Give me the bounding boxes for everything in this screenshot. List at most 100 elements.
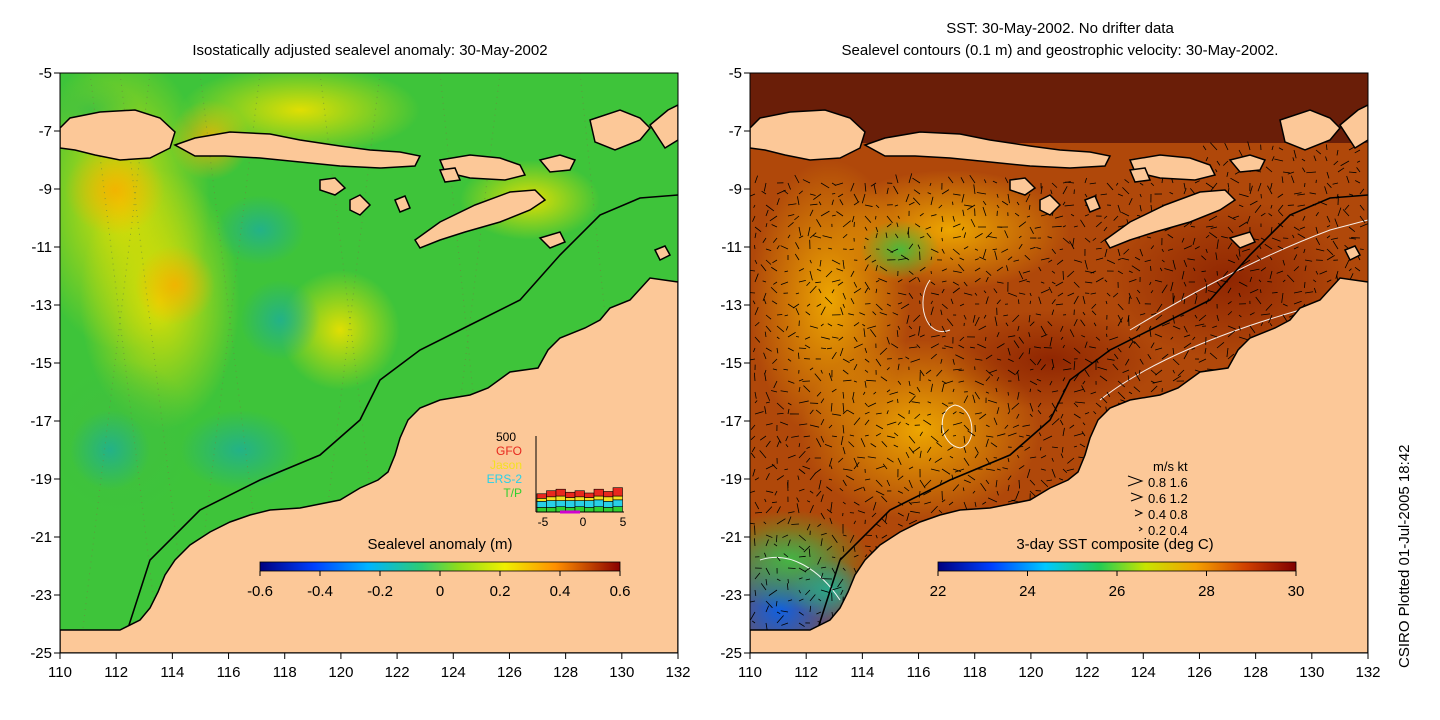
inset-ymax-label: 500 <box>496 430 516 444</box>
legend-gfo: GFO <box>496 444 522 458</box>
left-ytick--13: -13 <box>30 297 52 314</box>
altimeter-coverage-inset: 500 GFO Jason ERS-2 T/P -5 0 5 <box>487 430 627 529</box>
inset-bar-1-gfo <box>546 490 557 498</box>
legend-ers2: ERS-2 <box>487 472 523 486</box>
velocity-legend-row-0.2: 0.2 0.4 <box>1148 523 1188 538</box>
anomaly-colorbar-label: Sealevel anomaly (m) <box>367 536 512 553</box>
right-ytick--25: -25 <box>720 645 742 662</box>
left-xtick-118: 118 <box>273 664 297 681</box>
anomaly-colorbar-tick-0.6: 0.6 <box>610 583 631 600</box>
velocity-legend-header: m/s kt <box>1153 459 1188 474</box>
anomaly-colorbar-tick--0.4: -0.4 <box>307 583 333 600</box>
left-ytick--17: -17 <box>30 413 52 430</box>
left-ytick--25: -25 <box>30 645 52 662</box>
velocity-legend-row-0.8: 0.8 1.6 <box>1148 475 1188 490</box>
left-ytick--7: -7 <box>39 123 52 140</box>
right-ytick--23: -23 <box>720 587 742 604</box>
left-xtick-124: 124 <box>441 664 466 681</box>
left-xtick-128: 128 <box>553 664 578 681</box>
right-ytick--5: -5 <box>729 65 742 82</box>
legend-jason: Jason <box>490 458 522 472</box>
velocity-legend-row-0.6: 0.6 1.2 <box>1148 491 1188 506</box>
inset-bar-4-jason <box>574 496 585 501</box>
inset-bar-5-gfo <box>584 492 595 498</box>
right-xtick-118: 118 <box>963 664 987 681</box>
left-ytick--5: -5 <box>39 65 52 82</box>
inset-bar-3-gfo <box>565 491 576 498</box>
inset-bar-6-tp <box>593 506 604 513</box>
right-ytick--21: -21 <box>720 529 742 546</box>
right-xtick-128: 128 <box>1243 664 1268 681</box>
right-map <box>750 73 1368 653</box>
right-xtick-122: 122 <box>1075 664 1100 681</box>
right-ytick--11: -11 <box>721 239 742 256</box>
inset-bar-8-tp <box>612 506 623 513</box>
arrow-0.4 <box>1134 509 1144 517</box>
arrow-0.2 <box>1138 526 1143 532</box>
inset-bar-6-gfo <box>593 488 604 497</box>
inset-bar-4-gfo <box>574 490 585 498</box>
inset-bar-6-ers <box>593 499 604 507</box>
right-ytick--15: -15 <box>720 355 742 372</box>
right-map-title-line2: Sealevel contours (0.1 m) and geostrophi… <box>841 42 1279 59</box>
right-ytick--7: -7 <box>729 123 742 140</box>
plot-credit: CSIRO Plotted 01-Jul-2005 18:42 <box>1396 444 1413 668</box>
inset-bar-0-gfo <box>536 493 547 499</box>
inset-bar-1-tp <box>546 507 557 513</box>
inset-bar-2-gfo <box>555 488 566 497</box>
anomaly-colorbar-tick-0.4: 0.4 <box>550 583 571 600</box>
right-ytick--17: -17 <box>720 413 742 430</box>
anomaly-colorbar-tick--0.6: -0.6 <box>247 583 273 600</box>
velocity-legend: m/s kt 0.8 1.6 0.6 1.2 0.4 0.8 0.2 0.4 <box>1127 459 1188 538</box>
right-xtick-120: 120 <box>1018 664 1043 681</box>
right-axes: 110 112 114 116 118 120 122 124 126 128 130 132 -5 -7… <box>720 65 1380 681</box>
anomaly-colorbar-tick--0.2: -0.2 <box>367 583 393 600</box>
left-xtick-112: 112 <box>104 664 128 681</box>
sst-colorbar-tick-30: 30 <box>1288 583 1305 600</box>
left-ytick--23: -23 <box>30 587 52 604</box>
legend-tp: T/P <box>503 486 522 500</box>
anomaly-colorbar-tick-0: 0 <box>436 583 444 600</box>
sst-colorbar-tick-24: 24 <box>1019 583 1036 600</box>
left-ytick--9: -9 <box>39 181 52 198</box>
left-xtick-130: 130 <box>609 664 634 681</box>
velocity-legend-row-0.4: 0.4 0.8 <box>1148 507 1188 522</box>
inset-bar-5-jason <box>584 497 595 501</box>
inset-bar-8-gfo <box>612 487 623 497</box>
inset-bar-0-jason <box>536 498 547 502</box>
left-xtick-116: 116 <box>217 664 241 681</box>
left-xtick-122: 122 <box>385 664 410 681</box>
shelf-contour <box>119 194 678 653</box>
left-ytick--21: -21 <box>30 529 52 546</box>
right-xtick-116: 116 <box>907 664 931 681</box>
inset-bar-7-ers <box>603 501 614 508</box>
left-xtick-126: 126 <box>497 664 522 681</box>
arrow-0.8 <box>1127 475 1144 487</box>
sst-colorbar-tick-22: 22 <box>930 583 947 600</box>
left-map-title: Isostatically adjusted sealevel anomaly:… <box>192 42 548 59</box>
inset-bar-1-jason <box>546 496 557 501</box>
inset-bar-0-tp <box>536 507 547 513</box>
left-xtick-114: 114 <box>160 664 184 681</box>
inset-bar-1-ers <box>546 500 557 508</box>
inset-bar-3-jason <box>565 497 576 501</box>
right-xtick-124: 124 <box>1131 664 1156 681</box>
left-ytick--15: -15 <box>30 355 52 372</box>
anomaly-colorbar-tick-0.2: 0.2 <box>490 583 511 600</box>
right-xtick-112: 112 <box>794 664 818 681</box>
left-xtick-120: 120 <box>328 664 353 681</box>
inset-bar-5-ers <box>584 500 595 508</box>
inset-bar-8-jason <box>612 495 623 501</box>
inset-bar-0-ers <box>536 501 547 508</box>
anomaly-colorbar: Sealevel anomaly (m) -0.6 -0.4 -0.2 0 0.2 0.4… <box>247 536 630 600</box>
left-ytick--19: -19 <box>30 471 52 488</box>
right-map-title-line1: SST: 30-May-2002. No drifter data <box>946 20 1174 37</box>
inset-bar-8-ers <box>612 499 623 507</box>
inset-xtick-5: 5 <box>620 515 627 529</box>
inset-bar-3-ers <box>565 500 576 508</box>
inset-bar-2-jason <box>555 495 566 501</box>
inset-bar-7-tp <box>603 507 614 513</box>
right-ytick--19: -19 <box>720 471 742 488</box>
right-xtick-110: 110 <box>738 664 762 681</box>
